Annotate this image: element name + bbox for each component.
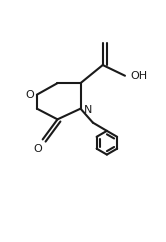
Text: N: N	[84, 105, 92, 115]
Text: O: O	[34, 144, 43, 154]
Text: O: O	[25, 91, 34, 100]
Text: OH: OH	[131, 71, 148, 81]
